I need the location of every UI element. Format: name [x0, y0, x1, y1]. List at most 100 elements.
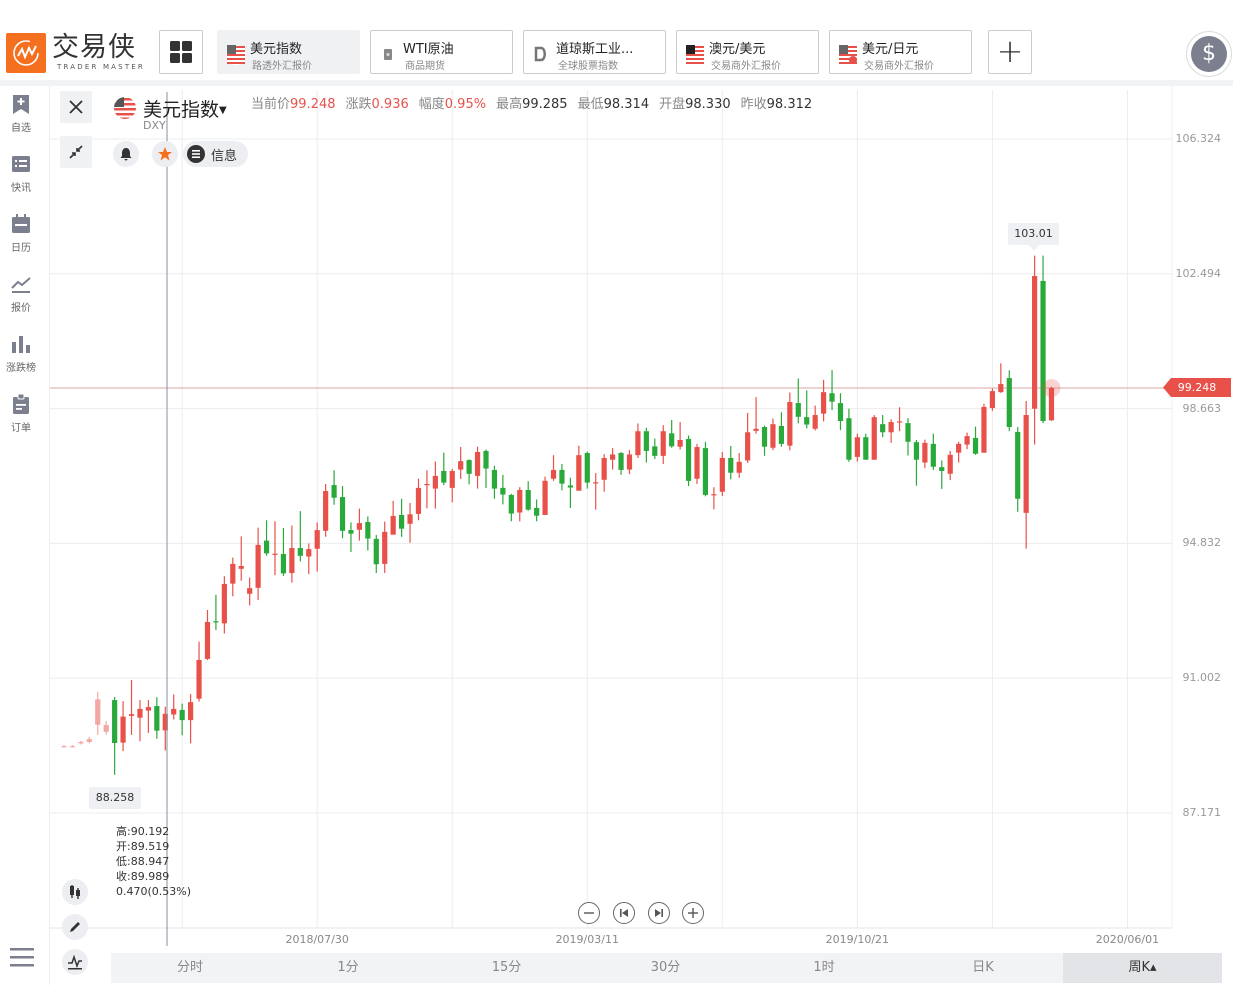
period-3[interactable]: 30分 — [650, 960, 681, 975]
candle[interactable] — [112, 696, 118, 775]
candle[interactable] — [1032, 255, 1038, 445]
candle[interactable] — [432, 461, 438, 509]
candle[interactable] — [69, 745, 76, 748]
candle[interactable] — [314, 522, 320, 572]
sidebar-item-1[interactable]: 快讯 — [0, 154, 42, 194]
candle[interactable] — [922, 439, 928, 469]
candle[interactable] — [466, 459, 472, 485]
candle[interactable] — [863, 433, 869, 460]
candle[interactable] — [1048, 386, 1055, 421]
candle[interactable] — [770, 418, 776, 451]
candle[interactable] — [753, 397, 759, 434]
candle[interactable] — [534, 499, 540, 522]
candle[interactable] — [947, 450, 953, 481]
period-5[interactable]: 日K — [972, 960, 994, 975]
candle[interactable] — [213, 594, 219, 631]
candle[interactable] — [888, 419, 894, 443]
sidebar-item-5[interactable]: 订单 — [0, 394, 42, 434]
candle[interactable] — [660, 425, 666, 464]
candle[interactable] — [145, 700, 151, 733]
candle[interactable] — [179, 703, 185, 736]
candle[interactable] — [348, 522, 354, 552]
candle[interactable] — [643, 427, 649, 463]
collapse-button[interactable] — [60, 136, 92, 168]
candle[interactable] — [829, 369, 835, 411]
candle[interactable] — [989, 388, 995, 411]
candle[interactable] — [61, 745, 67, 748]
candle[interactable] — [998, 363, 1004, 393]
candle[interactable] — [542, 476, 548, 515]
candle[interactable] — [86, 737, 92, 744]
candle[interactable] — [230, 557, 236, 597]
candle[interactable] — [702, 441, 709, 497]
candle[interactable] — [905, 418, 911, 456]
candle[interactable] — [972, 426, 979, 455]
candle[interactable] — [736, 453, 742, 478]
candle[interactable] — [964, 432, 970, 450]
candle[interactable] — [1040, 255, 1046, 424]
candle[interactable] — [787, 392, 793, 451]
candle[interactable] — [390, 500, 396, 535]
candle[interactable] — [913, 440, 920, 486]
candle[interactable] — [399, 498, 405, 537]
candle[interactable] — [981, 403, 987, 453]
sidebar-item-3[interactable]: 报价 — [0, 274, 42, 314]
period-0[interactable]: 分时 — [176, 960, 203, 975]
candle[interactable] — [238, 536, 244, 581]
candle[interactable] — [939, 460, 945, 489]
candle[interactable] — [424, 470, 430, 509]
candle[interactable] — [626, 449, 633, 475]
candle[interactable] — [474, 446, 481, 489]
candle[interactable] — [449, 468, 455, 503]
candle[interactable] — [576, 445, 582, 491]
candle[interactable] — [365, 516, 371, 551]
layout-grid-button[interactable] — [159, 30, 203, 74]
candle[interactable] — [711, 487, 717, 510]
candle[interactable] — [669, 419, 675, 448]
sidebar-item-0[interactable]: 自选 — [0, 94, 42, 134]
candle[interactable] — [339, 486, 346, 539]
period-1[interactable]: 1分 — [337, 960, 359, 975]
tab-0[interactable]: 美元指数 路透外汇报价 — [217, 30, 360, 74]
candle[interactable] — [491, 465, 498, 499]
close-chart-button[interactable] — [60, 91, 92, 123]
candle[interactable] — [821, 379, 827, 422]
period-2[interactable]: 15分 — [491, 960, 522, 975]
candle[interactable] — [171, 694, 177, 720]
candle[interactable] — [567, 477, 573, 508]
candle[interactable] — [508, 493, 514, 522]
candle[interactable] — [154, 697, 160, 739]
candle[interactable] — [745, 412, 751, 463]
symbol-selector[interactable]: 美元指数▼ — [143, 95, 227, 122]
candle[interactable] — [896, 407, 903, 432]
candle[interactable] — [778, 412, 784, 447]
info-button[interactable]: 信息 — [183, 141, 248, 167]
candle[interactable] — [289, 525, 295, 583]
candle[interactable] — [407, 503, 413, 543]
candle[interactable] — [128, 680, 135, 735]
chart-type-button[interactable] — [62, 879, 88, 905]
candle[interactable] — [483, 449, 489, 488]
candle[interactable] — [593, 473, 599, 510]
period-4[interactable]: 1时 — [813, 960, 835, 975]
menu-button[interactable] — [10, 946, 34, 972]
candle[interactable] — [356, 508, 362, 541]
candle[interactable] — [610, 448, 616, 470]
candle[interactable] — [584, 451, 590, 489]
candle[interactable] — [120, 701, 126, 752]
candle[interactable] — [635, 423, 641, 458]
candle[interactable] — [263, 520, 270, 556]
candle[interactable] — [204, 609, 211, 660]
candle[interactable] — [95, 691, 101, 735]
draw-tool-button[interactable] — [62, 914, 88, 940]
candle[interactable] — [103, 721, 109, 735]
candle[interactable] — [761, 425, 768, 456]
candle[interactable] — [559, 463, 565, 491]
zoom-in-button[interactable] — [682, 902, 704, 924]
sidebar-item-4[interactable]: 涨跌榜 — [0, 334, 42, 374]
account-dollar-button[interactable]: $ — [1186, 31, 1232, 77]
candle[interactable] — [871, 415, 877, 460]
candle[interactable] — [719, 451, 725, 496]
candle[interactable] — [812, 405, 818, 431]
